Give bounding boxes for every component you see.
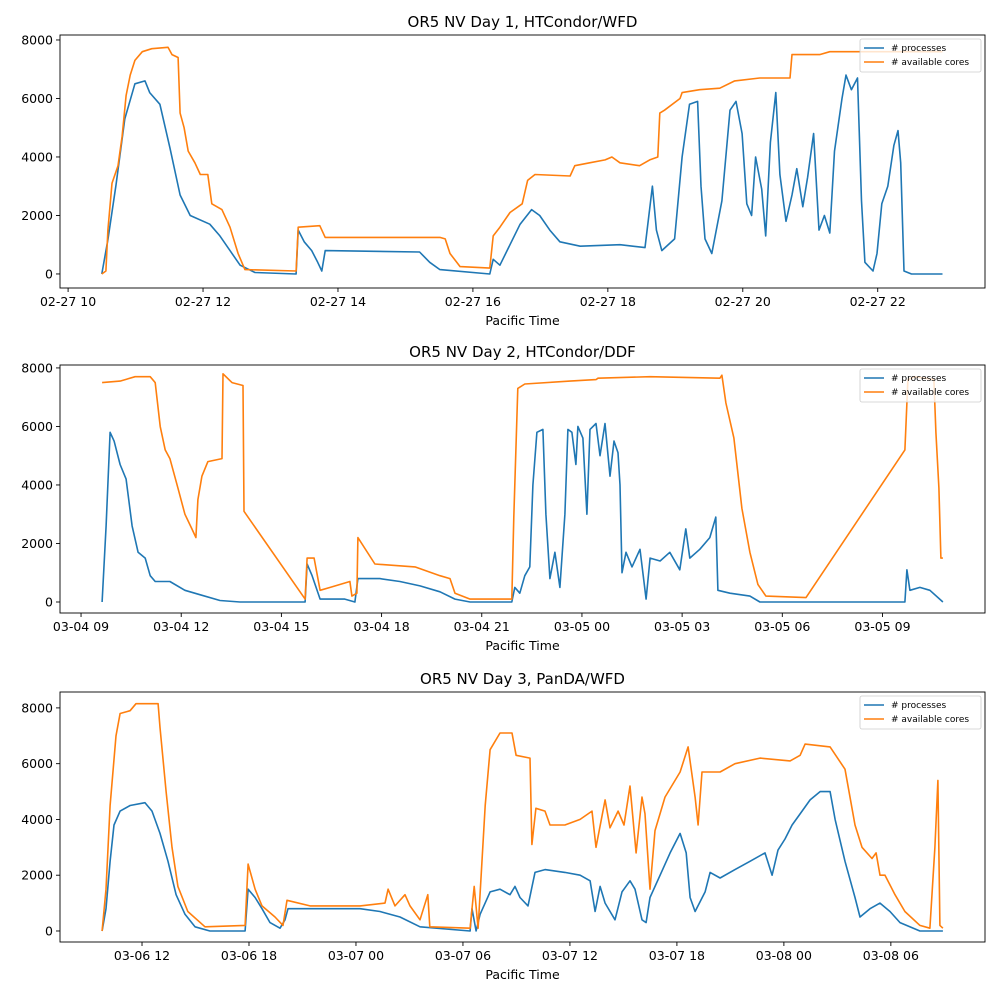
chart-title: OR5 NV Day 2, HTCondor/DDF [409,343,636,361]
chart-title: OR5 NV Day 1, HTCondor/WFD [408,13,638,31]
axes-frame [59,691,986,943]
y-tick-label: 0 [45,923,53,938]
legend-label: # available cores [891,715,969,725]
legend-label: # available cores [891,388,969,398]
series-line-processes [101,74,943,275]
y-tick-label: 2000 [21,868,53,883]
y-tick-label: 2000 [21,536,53,551]
x-tick-label: 02-27 18 [580,294,636,309]
x-tick-label: 03-05 06 [754,619,810,634]
legend-box [859,368,982,403]
x-tick-label: 03-05 03 [654,619,710,634]
x-tick-label: 03-04 21 [454,619,510,634]
legend-label: # processes [891,701,947,711]
y-tick-label: 4000 [21,477,53,492]
y-tick-label: 8000 [21,32,53,47]
x-tick-label: 03-07 06 [435,948,491,963]
x-axis-label: Pacific Time [485,638,560,653]
x-tick-label: 02-27 10 [40,294,96,309]
subplot-1: 02-27 10 02-27 12 02-27 14 02-27 16 02-27 18… [21,13,986,328]
x-tick-label: 02-27 20 [715,294,771,309]
series-line-processes [101,422,944,603]
x-tick-label: 03-07 12 [542,948,598,963]
x-tick-label: 03-08 00 [756,948,812,963]
legend: # processes # available cores [859,695,982,730]
x-tick-label: 03-08 06 [863,948,919,963]
x-tick-label: 03-04 09 [53,619,109,634]
y-tick-label: 6000 [21,91,53,106]
series-line-available-cores [101,702,944,932]
x-tick-label: 03-06 12 [114,948,170,963]
legend-label: # available cores [891,58,969,68]
x-tick-label: 03-04 12 [153,619,209,634]
legend-box [859,695,982,730]
y-tick-label: 2000 [21,208,53,223]
series-line-available-cores [101,46,943,275]
subplot-3: 03-06 12 03-06 18 03-07 00 03-07 06 03-07 12… [21,670,986,982]
axes-frame [59,34,986,289]
y-tick-label: 8000 [21,700,53,715]
series-line-processes [101,790,943,932]
y-tick-label: 0 [45,594,53,609]
x-tick-label: 03-07 18 [649,948,705,963]
y-tick-label: 4000 [21,812,53,827]
legend-box [859,38,982,73]
subplot-2: 03-04 09 03-04 12 03-04 15 03-04 18 03-04 21… [21,343,986,653]
y-tick-label: 0 [45,266,53,281]
legend-label: # processes [891,44,947,54]
x-axis-label: Pacific Time [485,967,560,982]
x-tick-label: 03-05 00 [554,619,610,634]
y-tick-label: 6000 [21,419,53,434]
y-tick-label: 4000 [21,149,53,164]
x-tick-label: 03-04 15 [253,619,309,634]
x-tick-label: 03-05 09 [854,619,910,634]
x-tick-label: 02-27 14 [310,294,366,309]
x-tick-label: 03-06 18 [221,948,277,963]
x-tick-label: 03-07 00 [328,948,384,963]
chart-title: OR5 NV Day 3, PanDA/WFD [420,670,625,688]
series-line-available-cores [102,373,943,600]
x-tick-label: 02-27 22 [850,294,906,309]
legend-label: # processes [891,374,947,384]
legend: # processes # available cores [859,38,982,73]
y-tick-label: 6000 [21,756,53,771]
x-tick-label: 03-04 18 [353,619,409,634]
x-tick-label: 02-27 16 [445,294,501,309]
y-tick-label: 8000 [21,360,53,375]
axes-frame [59,364,986,614]
legend: # processes # available cores [859,368,982,403]
x-axis-label: Pacific Time [485,313,560,328]
x-tick-label: 02-27 12 [175,294,231,309]
